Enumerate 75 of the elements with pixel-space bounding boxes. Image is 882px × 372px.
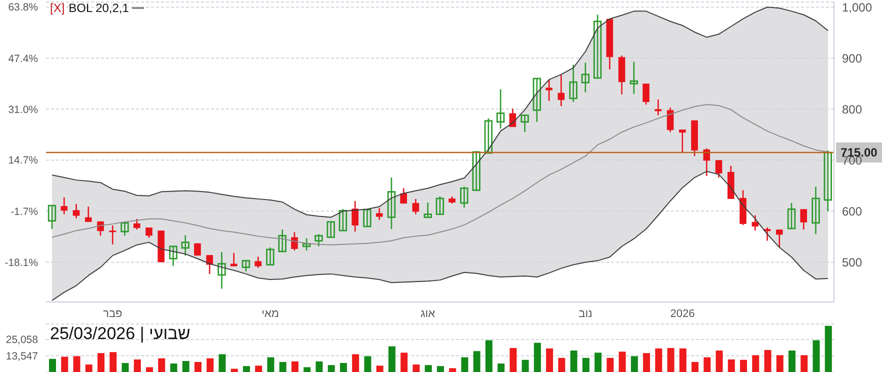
candlestick [218,251,226,290]
candlestick [484,118,493,154]
candlestick [376,207,383,221]
y-tick-label: 800 [842,102,862,116]
x-tick-label: אוג [420,308,436,320]
candlestick [254,256,262,268]
candlestick [181,234,190,256]
y2-tick-label: 14.7% [8,154,38,167]
y2-tick-label: 47.4% [8,52,38,65]
candlestick [824,150,832,212]
candlestick [546,78,552,102]
candlestick [593,14,602,79]
candlestick [412,198,420,215]
x-tick-label: 2026 [670,308,695,320]
candlestick [120,222,129,236]
legend-label: BOL 20,2,1 [68,1,130,15]
y2-tick-label: -1.7% [10,206,38,218]
candlestick [642,82,650,106]
candlestick [48,204,56,230]
candlestick [558,74,565,107]
y2-tick-label: -18.1% [4,256,38,269]
y-tick-label: 900 [842,51,862,66]
x-tick-label: נוב [578,308,592,320]
candlestick [338,208,348,232]
candlestick [532,78,542,123]
candlestick [472,150,480,191]
candlestick [703,148,710,177]
candlestick [60,196,68,215]
candlestick [581,62,590,93]
candlestick [654,98,662,116]
candlestick [460,186,468,208]
candlestick [109,224,116,245]
candlestick [496,88,505,130]
candlestick [800,208,808,230]
candlestick [436,196,444,215]
y-tick-label: 500 [842,255,862,270]
candlestick [169,246,178,266]
candlestick [812,186,820,235]
y-tick-label: 13,547 [6,350,38,362]
candlestick [424,202,432,218]
candlestick [787,202,796,230]
y-tick-label: 1,000 [842,0,872,14]
candlestick [206,254,213,275]
candlestick [666,106,674,133]
y2-tick-label: 31.0% [8,104,38,116]
candlestick [363,208,372,228]
x-tick-label: פבר [103,308,123,320]
y2-tick-label: 63.8% [8,2,38,14]
candlestick [752,214,759,232]
y-tick-label: 600 [842,204,862,218]
candlestick [84,206,92,223]
candlestick [230,252,238,267]
candlestick [326,221,335,238]
candlestick [133,218,140,230]
candlestick [242,260,250,272]
candlestick [520,114,529,133]
candlestick [776,228,783,248]
annotation: [X] [50,1,65,15]
candlestick [569,64,578,103]
candlestick [314,233,323,248]
candlestick [679,128,686,154]
y-tick-label: 25,058 [6,334,38,346]
candlestick [352,200,358,232]
candlestick [715,160,722,178]
x-tick-label: מאי [262,308,279,320]
candlestick [302,238,311,252]
candlestick [278,228,286,252]
candlestick [630,61,638,94]
candlestick [400,188,407,204]
candlestick [387,176,396,230]
candlestick [291,231,298,252]
candlestick [72,203,80,219]
annotation: שבועי | 25/03/2026 [50,324,190,344]
candlestick [146,226,152,238]
candlestick [266,246,274,266]
